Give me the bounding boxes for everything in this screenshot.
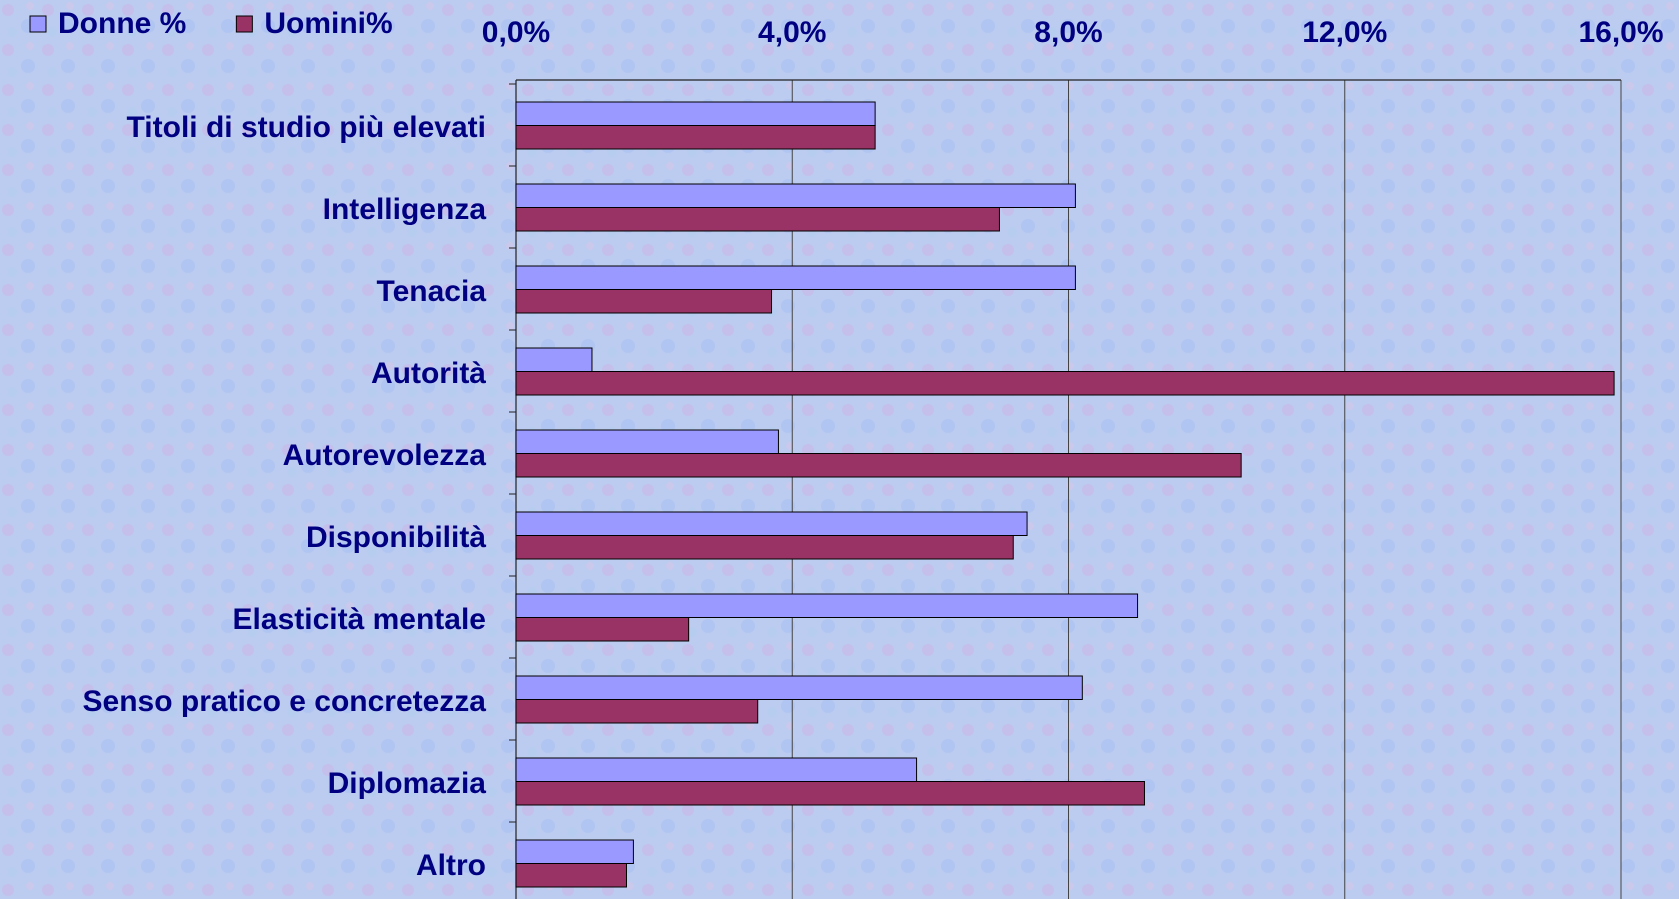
bar bbox=[515, 699, 759, 724]
legend-label: Donne % bbox=[58, 7, 186, 40]
bar bbox=[515, 371, 1615, 396]
bar bbox=[515, 617, 690, 642]
legend-label: Uomini% bbox=[264, 7, 392, 40]
y-tick-label: Senso pratico e concretezza bbox=[83, 685, 487, 718]
bar bbox=[515, 511, 1028, 536]
y-tick-label: Autorevolezza bbox=[283, 439, 487, 472]
y-tick-label: Autorità bbox=[371, 357, 486, 390]
x-tick-label: 4,0% bbox=[758, 16, 826, 49]
bar bbox=[515, 675, 1083, 700]
bar bbox=[515, 265, 1076, 290]
bar bbox=[515, 289, 773, 314]
bar bbox=[515, 429, 779, 454]
y-tick-label: Intelligenza bbox=[323, 193, 487, 226]
y-tick-label: Altro bbox=[416, 849, 486, 882]
bar bbox=[515, 757, 918, 782]
y-tick-label: Elasticità mentale bbox=[233, 603, 486, 636]
bar bbox=[515, 535, 1014, 560]
y-tick-label: Diplomazia bbox=[328, 767, 487, 800]
bar bbox=[515, 183, 1076, 208]
x-tick-label: 12,0% bbox=[1302, 16, 1387, 49]
x-tick-label: 0,0% bbox=[482, 16, 550, 49]
bar bbox=[515, 781, 1145, 806]
y-tick-label: Disponibilità bbox=[306, 521, 486, 554]
legend-swatch bbox=[29, 15, 47, 33]
bar bbox=[515, 863, 627, 888]
x-tick-label: 8,0% bbox=[1034, 16, 1102, 49]
legend-swatch bbox=[235, 15, 253, 33]
y-tick-label: Tenacia bbox=[377, 275, 487, 308]
bar bbox=[515, 347, 593, 372]
bar bbox=[515, 453, 1242, 478]
x-tick-label: 16,0% bbox=[1578, 16, 1663, 49]
bar bbox=[515, 839, 634, 864]
bar bbox=[515, 125, 876, 150]
y-tick-label: Titoli di studio più elevati bbox=[127, 111, 486, 144]
bar bbox=[515, 101, 876, 126]
bar bbox=[515, 593, 1139, 618]
bar bbox=[515, 207, 1000, 232]
